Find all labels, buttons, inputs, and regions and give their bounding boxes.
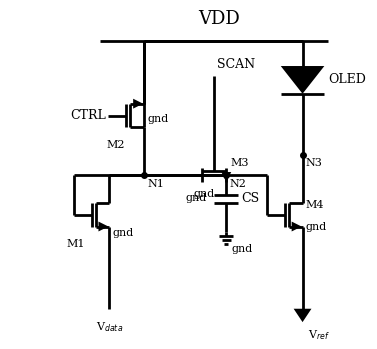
Text: M3: M3 [230,158,249,168]
Text: V$_{data}$: V$_{data}$ [96,321,123,334]
Text: V$_{ref}$: V$_{ref}$ [308,328,329,342]
Text: gnd: gnd [185,193,207,203]
Polygon shape [221,172,231,182]
Text: M2: M2 [106,140,124,150]
Text: gnd: gnd [147,114,168,125]
Polygon shape [281,66,324,94]
Text: OLED: OLED [328,73,366,87]
Text: M4: M4 [305,200,324,210]
Text: CTRL: CTRL [70,109,106,122]
Text: gnd: gnd [194,189,215,199]
Text: N2: N2 [229,179,246,189]
Polygon shape [292,222,302,231]
Text: CS: CS [241,192,259,205]
Text: M1: M1 [66,239,85,250]
Polygon shape [133,99,143,109]
Text: VDD: VDD [198,10,240,29]
Text: gnd: gnd [305,222,327,231]
Text: SCAN: SCAN [218,58,256,71]
Text: gnd: gnd [112,229,133,238]
Polygon shape [294,309,311,322]
Text: N1: N1 [147,179,164,189]
Text: N3: N3 [305,158,322,168]
Text: gnd: gnd [231,244,253,254]
Polygon shape [98,222,108,231]
